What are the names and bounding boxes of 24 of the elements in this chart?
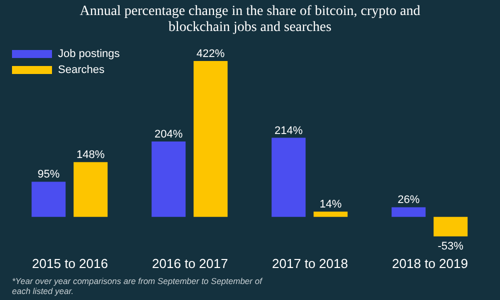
data-label: 214% bbox=[274, 124, 303, 137]
data-label: 14% bbox=[320, 198, 342, 211]
text: *Year over year comparisons are from September to September of each listed year. bbox=[12, 276, 264, 296]
bar bbox=[392, 207, 426, 217]
data-label: 204% bbox=[154, 128, 183, 140]
x-tick-label: 2016 to 2017 bbox=[152, 256, 228, 272]
chart-title: Annual percentage change in the share of bitcoin, crypto and blockchain jobs and searches bbox=[78, 4, 422, 36]
legend-label: Job postings bbox=[58, 48, 120, 60]
bar bbox=[32, 182, 66, 217]
x-tick-label: 2017 to 2018 bbox=[272, 256, 348, 272]
x-tick-label: 2018 to 2019 bbox=[392, 256, 468, 272]
bar bbox=[314, 212, 348, 217]
bar bbox=[272, 138, 306, 217]
data-label: 26% bbox=[398, 194, 420, 206]
data-label: -53% bbox=[438, 240, 464, 252]
bar bbox=[74, 162, 108, 217]
data-label: 148% bbox=[76, 149, 105, 162]
legend-label: Searches bbox=[58, 64, 104, 76]
bar bbox=[434, 216, 468, 236]
bar bbox=[194, 60, 228, 217]
x-tick-label: 2015 to 2016 bbox=[32, 256, 108, 272]
data-label: 95% bbox=[38, 168, 60, 181]
bar bbox=[152, 141, 186, 217]
data-label: 422% bbox=[196, 48, 225, 60]
